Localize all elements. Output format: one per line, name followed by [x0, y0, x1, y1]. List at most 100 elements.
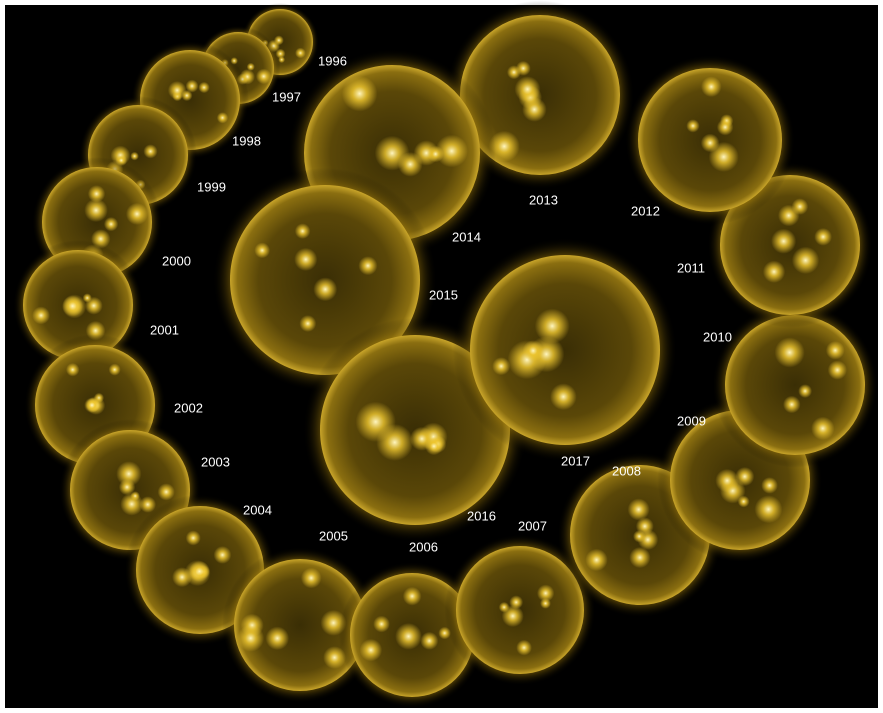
active-region — [515, 60, 531, 76]
active-region — [294, 247, 318, 271]
active-region — [791, 246, 820, 275]
year-label: 2012 — [631, 203, 660, 218]
active-region — [181, 89, 193, 102]
active-region — [771, 228, 797, 254]
active-region — [300, 567, 322, 589]
year-label: 2011 — [677, 260, 705, 275]
active-region — [62, 295, 84, 317]
active-region — [143, 144, 158, 159]
active-region — [373, 615, 390, 633]
active-region — [172, 567, 193, 588]
sun-disk — [470, 255, 660, 445]
active-region — [246, 62, 255, 71]
active-region — [777, 204, 800, 227]
active-region — [82, 293, 92, 303]
sun — [445, 0, 635, 190]
active-region — [488, 130, 520, 162]
year-label: 1999 — [197, 179, 226, 194]
year-label: 2005 — [319, 528, 348, 543]
active-region — [185, 79, 199, 93]
active-region — [87, 185, 106, 203]
active-region — [376, 423, 414, 461]
year-label: 2000 — [162, 253, 191, 268]
year-label: 2002 — [174, 400, 203, 415]
active-region — [492, 357, 511, 376]
active-region — [550, 383, 577, 411]
sun-spiral — [13, 0, 878, 709]
active-region — [84, 198, 108, 223]
active-region — [255, 68, 272, 85]
year-label: 2001 — [150, 322, 179, 337]
active-region — [700, 133, 720, 153]
active-region — [294, 223, 311, 239]
active-region — [103, 216, 119, 232]
active-region — [125, 202, 149, 225]
active-region — [157, 483, 175, 501]
active-region — [130, 151, 139, 161]
year-label: 2008 — [612, 463, 641, 478]
active-region — [798, 384, 813, 398]
active-region — [216, 112, 229, 124]
active-region — [313, 277, 338, 302]
active-region — [265, 626, 290, 651]
year-label: 2003 — [201, 454, 230, 469]
year-label: 2004 — [243, 502, 272, 517]
active-region — [295, 47, 306, 59]
active-region — [754, 495, 783, 524]
sun — [712, 302, 878, 468]
year-label: 2007 — [518, 518, 547, 533]
active-region — [536, 584, 555, 602]
active-region — [774, 337, 805, 368]
active-region — [627, 498, 650, 521]
active-region — [130, 491, 140, 501]
year-label: 1998 — [232, 133, 261, 148]
active-region — [116, 461, 142, 487]
year-label: 2009 — [677, 413, 706, 428]
year-label: 2013 — [529, 192, 558, 207]
active-region — [402, 586, 422, 606]
active-region — [762, 260, 786, 283]
sun-disk — [725, 315, 865, 455]
active-region — [185, 530, 201, 546]
active-region — [435, 134, 468, 168]
active-region — [686, 119, 700, 133]
active-region — [358, 256, 378, 276]
active-region — [341, 75, 378, 112]
year-label: 2017 — [561, 453, 590, 468]
active-region — [84, 397, 100, 414]
active-region — [273, 35, 284, 46]
active-region — [359, 638, 383, 662]
active-region — [814, 227, 832, 246]
active-region — [32, 306, 50, 325]
active-region — [514, 76, 541, 103]
active-region — [633, 530, 646, 543]
active-region — [188, 560, 210, 582]
active-region — [783, 395, 801, 414]
active-region — [501, 605, 524, 628]
active-region — [534, 308, 570, 344]
active-region — [715, 468, 739, 493]
active-region — [585, 548, 608, 572]
active-region — [395, 622, 422, 650]
active-region — [237, 624, 265, 652]
active-region — [629, 546, 651, 569]
sun — [452, 237, 678, 463]
year-label: 2016 — [467, 508, 496, 523]
active-region — [716, 118, 734, 136]
active-region — [700, 76, 722, 98]
active-region — [374, 135, 410, 171]
active-region — [522, 340, 544, 362]
active-region — [424, 437, 443, 456]
active-region — [65, 362, 80, 377]
sun — [222, 547, 378, 703]
sun — [444, 534, 596, 686]
year-label: 1996 — [318, 53, 347, 68]
active-region — [522, 97, 547, 122]
active-region — [198, 81, 210, 94]
year-label: 2015 — [429, 287, 458, 302]
active-region — [761, 477, 778, 494]
active-region — [278, 56, 286, 64]
year-label: 2014 — [452, 229, 481, 244]
active-region — [516, 639, 532, 656]
